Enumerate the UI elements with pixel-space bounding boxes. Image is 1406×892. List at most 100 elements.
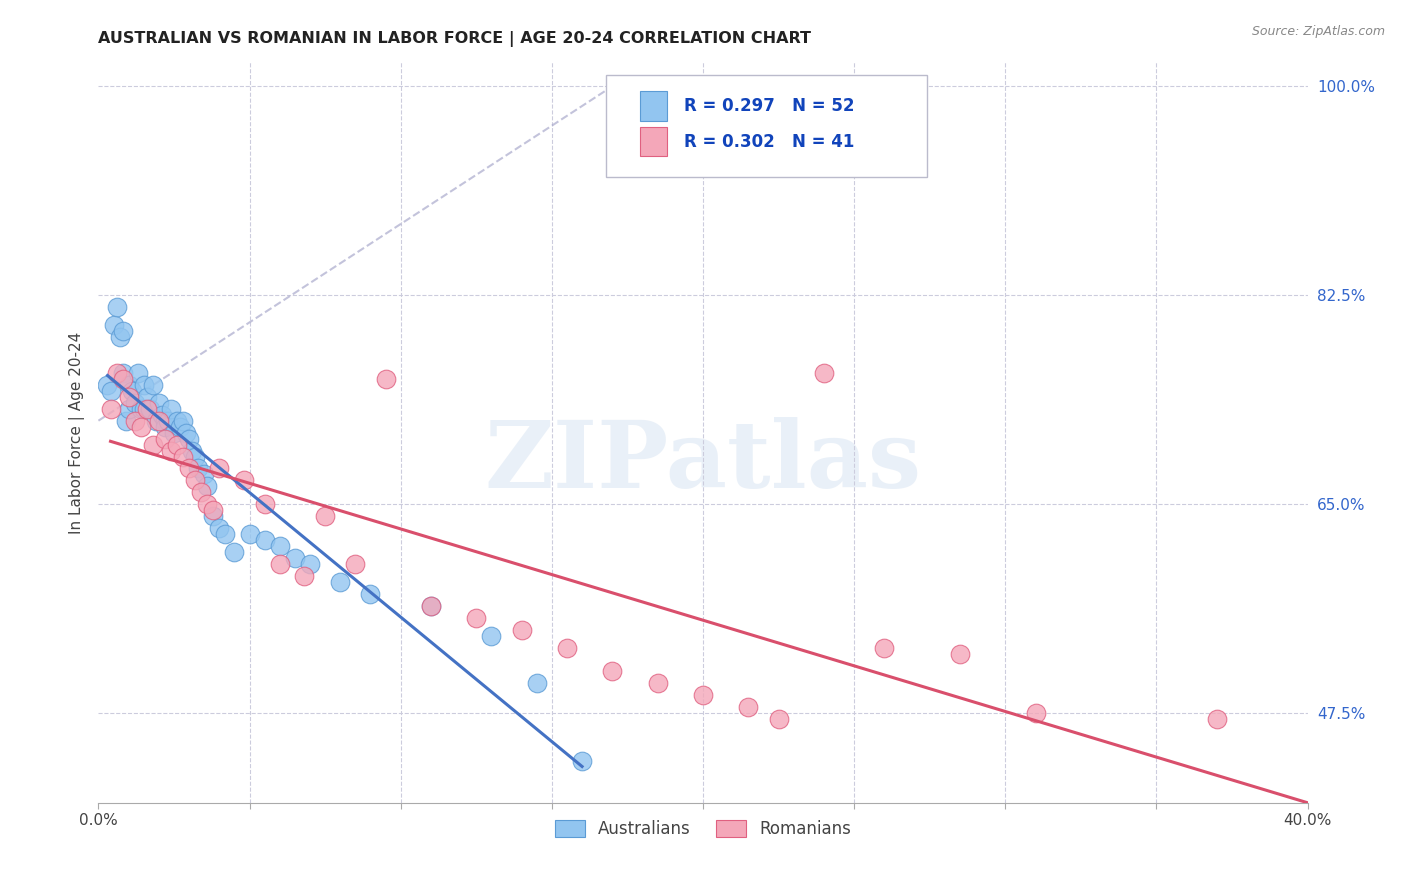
Y-axis label: In Labor Force | Age 20-24: In Labor Force | Age 20-24 [69, 332, 84, 533]
Point [111, 372, 134, 386]
Point [202, 509, 225, 524]
Point [208, 521, 231, 535]
Point [374, 372, 396, 386]
Point [121, 384, 143, 398]
Point [602, 665, 624, 679]
Point [647, 676, 669, 690]
Point [142, 437, 165, 451]
Point [299, 557, 322, 571]
Point [124, 396, 146, 410]
Point [420, 599, 443, 613]
Point [132, 377, 155, 392]
Point [105, 366, 128, 380]
Point [202, 503, 225, 517]
Point [118, 390, 141, 404]
Point [108, 330, 131, 344]
FancyBboxPatch shape [640, 127, 666, 156]
Point [193, 467, 215, 482]
Point [239, 527, 262, 541]
Point [292, 569, 315, 583]
Point [148, 414, 170, 428]
Point [360, 587, 382, 601]
Point [166, 414, 188, 428]
Point [1024, 706, 1046, 721]
Point [139, 401, 162, 416]
Point [195, 497, 218, 511]
Point [174, 425, 197, 440]
Point [111, 324, 134, 338]
Text: AUSTRALIAN VS ROMANIAN IN LABOR FORCE | AGE 20-24 CORRELATION CHART: AUSTRALIAN VS ROMANIAN IN LABOR FORCE | … [98, 31, 811, 47]
Point [124, 414, 146, 428]
Text: ZIPatlas: ZIPatlas [485, 417, 921, 508]
Point [96, 377, 118, 392]
Point [692, 689, 714, 703]
Point [135, 401, 157, 416]
Point [329, 574, 352, 589]
Point [163, 425, 186, 440]
Point [127, 366, 149, 380]
Text: Source: ZipAtlas.com: Source: ZipAtlas.com [1251, 25, 1385, 38]
Point [135, 390, 157, 404]
Point [132, 401, 155, 416]
Point [169, 419, 191, 434]
Point [510, 623, 533, 637]
Text: R = 0.302   N = 41: R = 0.302 N = 41 [683, 133, 853, 151]
Point [145, 414, 167, 428]
Point [114, 414, 136, 428]
Point [160, 401, 183, 416]
FancyBboxPatch shape [606, 75, 927, 178]
Point [100, 401, 122, 416]
Point [129, 419, 152, 434]
Point [160, 443, 183, 458]
Point [181, 443, 204, 458]
Point [179, 461, 201, 475]
Point [314, 509, 336, 524]
Point [150, 408, 173, 422]
Point [873, 640, 896, 655]
Point [105, 300, 128, 314]
Point [103, 318, 125, 333]
Point [166, 437, 188, 451]
Legend: Australians, Romanians: Australians, Romanians [547, 812, 859, 847]
Point [184, 474, 207, 488]
Point [118, 401, 141, 416]
Point [156, 414, 179, 428]
Point [148, 396, 170, 410]
Point [269, 539, 291, 553]
Point [269, 557, 291, 571]
Point [179, 432, 201, 446]
Point [526, 676, 548, 690]
Point [813, 366, 835, 380]
Point [571, 754, 593, 768]
Point [129, 401, 152, 416]
Text: R = 0.297   N = 52: R = 0.297 N = 52 [683, 97, 855, 115]
Point [253, 533, 276, 547]
Point [172, 414, 194, 428]
Point [224, 545, 246, 559]
Point [208, 461, 231, 475]
Point [481, 629, 503, 643]
Point [214, 527, 236, 541]
Point [1206, 712, 1229, 726]
Point [737, 700, 759, 714]
Point [195, 479, 218, 493]
Point [100, 384, 122, 398]
Point [172, 450, 194, 464]
Point [184, 450, 207, 464]
Point [111, 366, 134, 380]
Point [344, 557, 367, 571]
Point [153, 414, 176, 428]
FancyBboxPatch shape [640, 91, 666, 121]
Point [118, 377, 141, 392]
Point [187, 461, 209, 475]
Point [768, 712, 790, 726]
Point [949, 647, 972, 661]
Point [284, 551, 307, 566]
Point [232, 474, 254, 488]
Point [190, 485, 212, 500]
Point [142, 377, 165, 392]
Point [153, 432, 176, 446]
Point [465, 610, 488, 624]
Point [555, 640, 578, 655]
Point [253, 497, 276, 511]
